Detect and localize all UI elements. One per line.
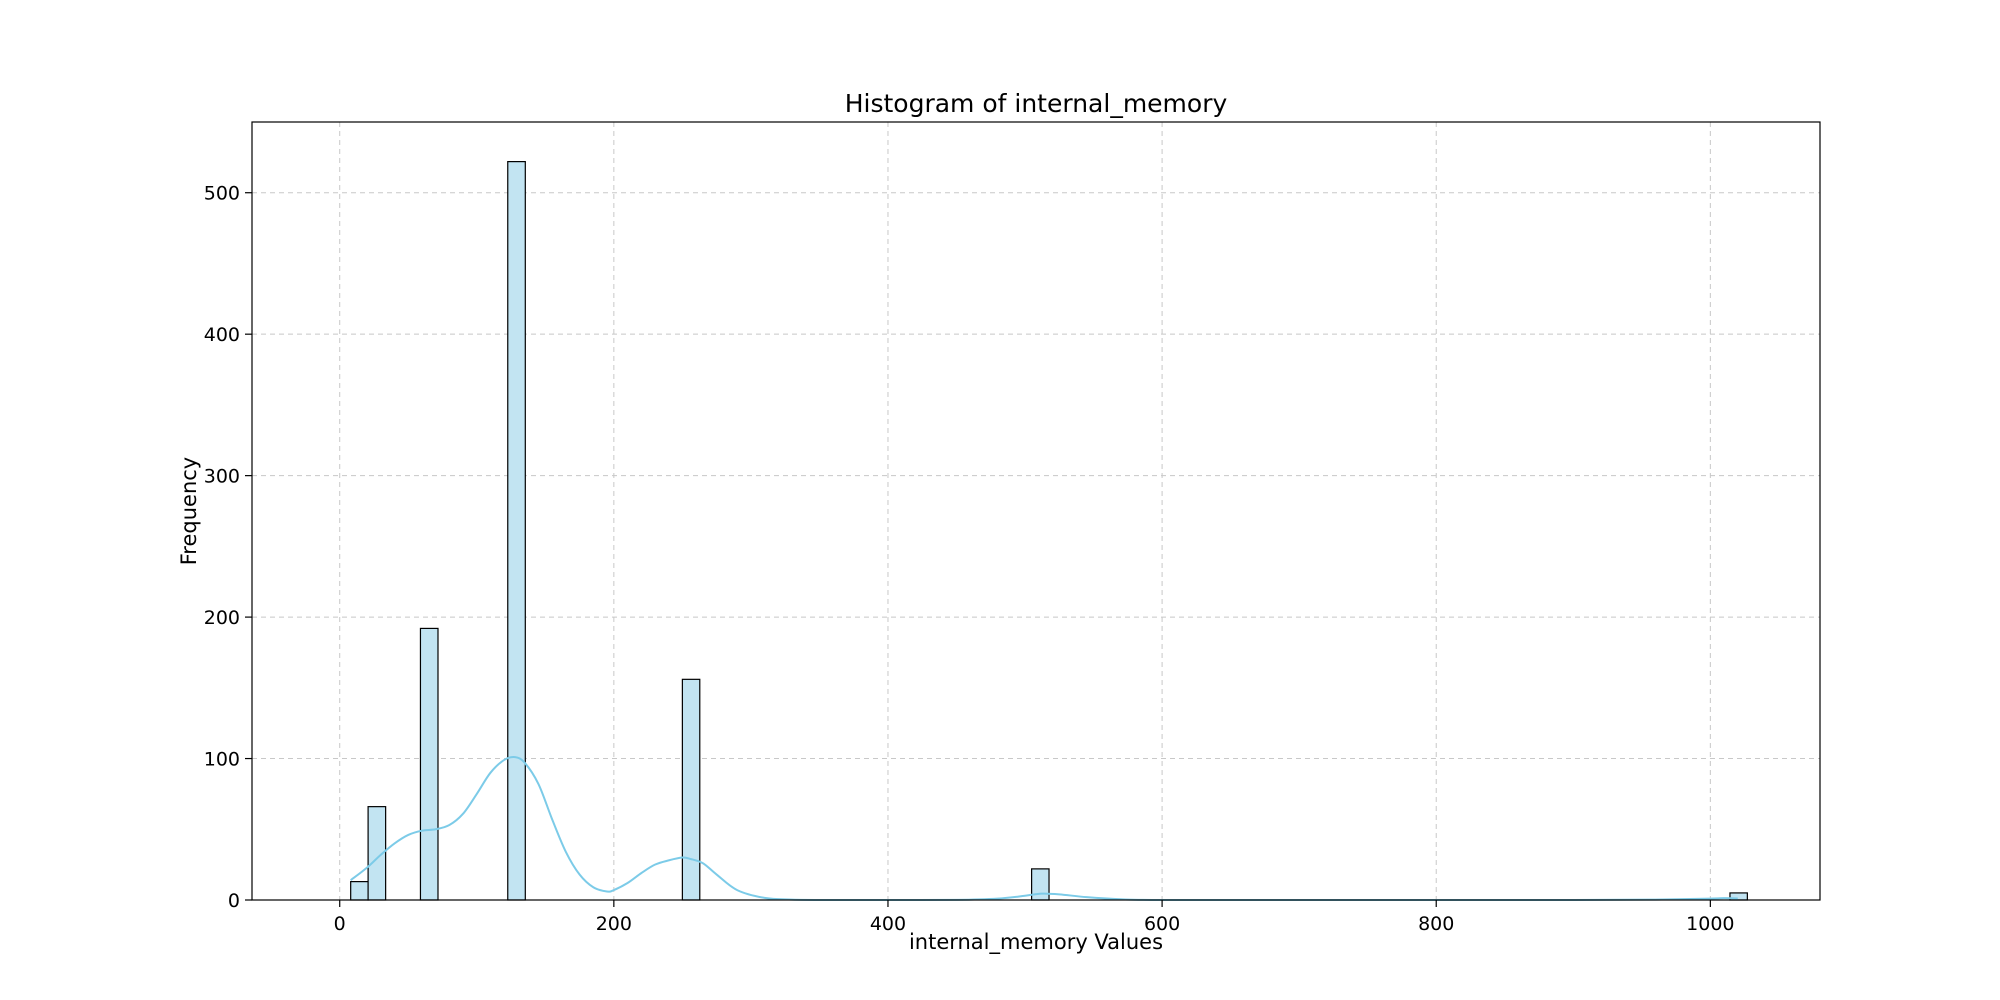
histogram-bars	[350, 161, 1748, 901]
histogram-bar	[507, 161, 526, 901]
histogram-bar	[350, 881, 369, 901]
y-tick-label: 200	[204, 607, 240, 629]
y-tick-label: 100	[204, 749, 240, 771]
x-axis: 0 200 400 600 800 1000	[334, 900, 1735, 935]
x-tick-label: 0	[334, 913, 346, 935]
x-axis-title: internal_memory Values	[909, 930, 1163, 955]
x-tick-label: 800	[1418, 913, 1454, 935]
x-tick-label: 400	[870, 913, 906, 935]
x-tick-label: 600	[1144, 913, 1180, 935]
plot-frame	[251, 121, 1821, 901]
x-tick-label: 200	[596, 913, 632, 935]
y-tick-label: 300	[204, 466, 240, 488]
y-axis: 0 100 200 300 400 500	[204, 183, 252, 912]
histogram-bar	[419, 627, 439, 901]
y-axis-title: Frequency	[177, 457, 201, 566]
y-tick-label: 500	[204, 183, 240, 205]
y-tick-label: 0	[228, 890, 240, 912]
y-tick-label: 400	[204, 324, 240, 346]
x-tick-label: 1000	[1686, 913, 1734, 935]
histogram-bar	[681, 678, 701, 901]
chart-title: Histogram of internal_memory	[845, 89, 1228, 118]
